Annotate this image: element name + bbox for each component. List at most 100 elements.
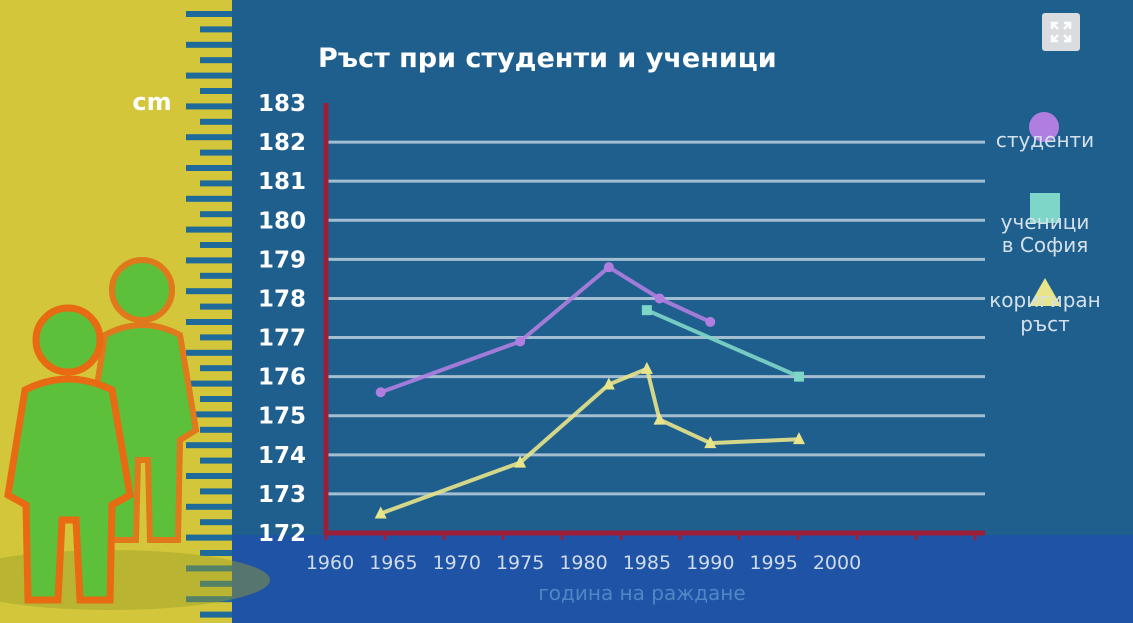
data-point — [654, 293, 665, 304]
legend-label-sofia-2: в София — [1002, 233, 1088, 257]
data-point — [515, 336, 526, 347]
ruler-tick — [200, 272, 232, 279]
ruler-tick — [186, 380, 232, 387]
data-point — [792, 432, 805, 445]
ruler-tick — [186, 349, 232, 356]
legend-marker-students — [1029, 112, 1059, 142]
data-point — [640, 361, 653, 374]
legend-marker-sofia — [1030, 193, 1060, 223]
ruler-tick — [186, 473, 232, 479]
legend-label-corrected-2: ръст — [1020, 312, 1070, 336]
ruler-tick — [186, 411, 232, 418]
y-tick-label: 175 — [258, 404, 306, 430]
ruler-tick — [200, 580, 232, 587]
data-point — [653, 412, 666, 425]
ruler-tick — [200, 488, 232, 495]
ruler-tick — [200, 149, 232, 156]
ruler-tick — [200, 303, 232, 310]
x-axis-label: година на раждане — [538, 581, 745, 605]
data-point — [602, 377, 615, 390]
data-point — [514, 455, 527, 468]
series-circle — [375, 262, 716, 398]
data-point — [641, 305, 652, 316]
y-tick-label: 178 — [258, 286, 306, 312]
ruler-tick — [186, 226, 232, 233]
ruler-tick — [186, 72, 232, 79]
data-point — [705, 316, 716, 327]
ruler-tick — [186, 257, 232, 264]
ruler-tick — [200, 242, 232, 248]
ruler-tick — [200, 118, 232, 125]
y-tick-label: 182 — [258, 130, 306, 156]
data-point — [603, 262, 614, 273]
ruler-tick — [200, 365, 232, 372]
ruler-tick — [186, 565, 232, 572]
x-tick-labels: 1960 1965 1970 1975 1980 1985 1990 1995 2000 — [306, 552, 861, 574]
expand-icon — [1050, 21, 1072, 43]
x-tick-label: 1985 — [623, 552, 671, 574]
ruler-tick — [200, 457, 232, 464]
data-point — [704, 436, 717, 449]
ruler-tick — [200, 334, 232, 341]
y-unit-label: cm — [132, 88, 171, 116]
expand-button[interactable] — [1042, 13, 1080, 51]
x-tick-label: 1975 — [496, 552, 544, 574]
legend-label-corrected-1: коригиран — [989, 288, 1101, 312]
people-illustration — [0, 257, 270, 610]
legend-label-sofia-1: ученици — [1001, 210, 1090, 234]
y-tick-label: 174 — [258, 443, 306, 469]
y-tick-label: 179 — [258, 247, 306, 273]
x-tick-label: 1970 — [433, 552, 481, 574]
x-tick-label: 1965 — [369, 552, 417, 574]
ruler-tick — [186, 11, 232, 17]
ruler-tick — [186, 195, 232, 202]
legend-label-students: студенти — [996, 128, 1094, 152]
bottom-band — [232, 535, 1133, 623]
ruler-tick — [200, 550, 232, 556]
data-point — [793, 371, 804, 382]
y-tick-label: 173 — [258, 482, 306, 508]
x-tick-label: 1990 — [686, 552, 734, 574]
y-tick-label: 176 — [258, 365, 306, 391]
ruler-tick — [186, 134, 232, 141]
data-point — [374, 506, 387, 519]
ruler-tick — [200, 211, 232, 218]
y-tick-label: 181 — [258, 169, 306, 195]
legend: студенти ученици в София коригиран ръст — [989, 112, 1101, 336]
ruler-tick — [186, 41, 232, 48]
legend-marker-corrected — [1029, 278, 1061, 306]
series-layer — [374, 262, 805, 519]
series-triangle — [374, 361, 805, 519]
y-tick-label: 180 — [258, 208, 306, 234]
ruler-tick — [200, 519, 232, 526]
axes — [323, 103, 985, 540]
ruler-tick — [186, 288, 232, 295]
y-tick-labels: 172 173 174 175 176 177 178 179 180 181 182 183 — [258, 91, 306, 547]
ruler-tick — [186, 319, 232, 325]
ruler-tick — [186, 503, 232, 510]
data-point — [375, 387, 386, 398]
ruler-tick — [186, 103, 232, 110]
x-tick-label: 1960 — [306, 552, 354, 574]
ruler-ticks — [186, 11, 232, 618]
series-line — [646, 308, 800, 379]
ruler-tick — [200, 57, 232, 64]
ruler-tick — [186, 534, 232, 541]
x-tick-label: 1980 — [559, 552, 607, 574]
x-tick-label: 2000 — [813, 552, 861, 574]
ruler-tick — [186, 596, 232, 603]
x-tick-label: 1995 — [749, 552, 797, 574]
series-square — [641, 305, 804, 382]
ruler-tick — [200, 611, 232, 618]
ruler-tick — [186, 442, 232, 449]
ruler-tick — [200, 180, 232, 187]
ruler-tick — [200, 88, 232, 94]
ruler-tick — [200, 396, 232, 402]
y-tick-label: 172 — [258, 521, 306, 547]
ruler-tick — [200, 26, 232, 33]
y-tick-label: 183 — [258, 91, 306, 117]
ruler-tick — [186, 165, 232, 171]
chart-title: Ръст при студенти и ученици — [318, 43, 777, 74]
